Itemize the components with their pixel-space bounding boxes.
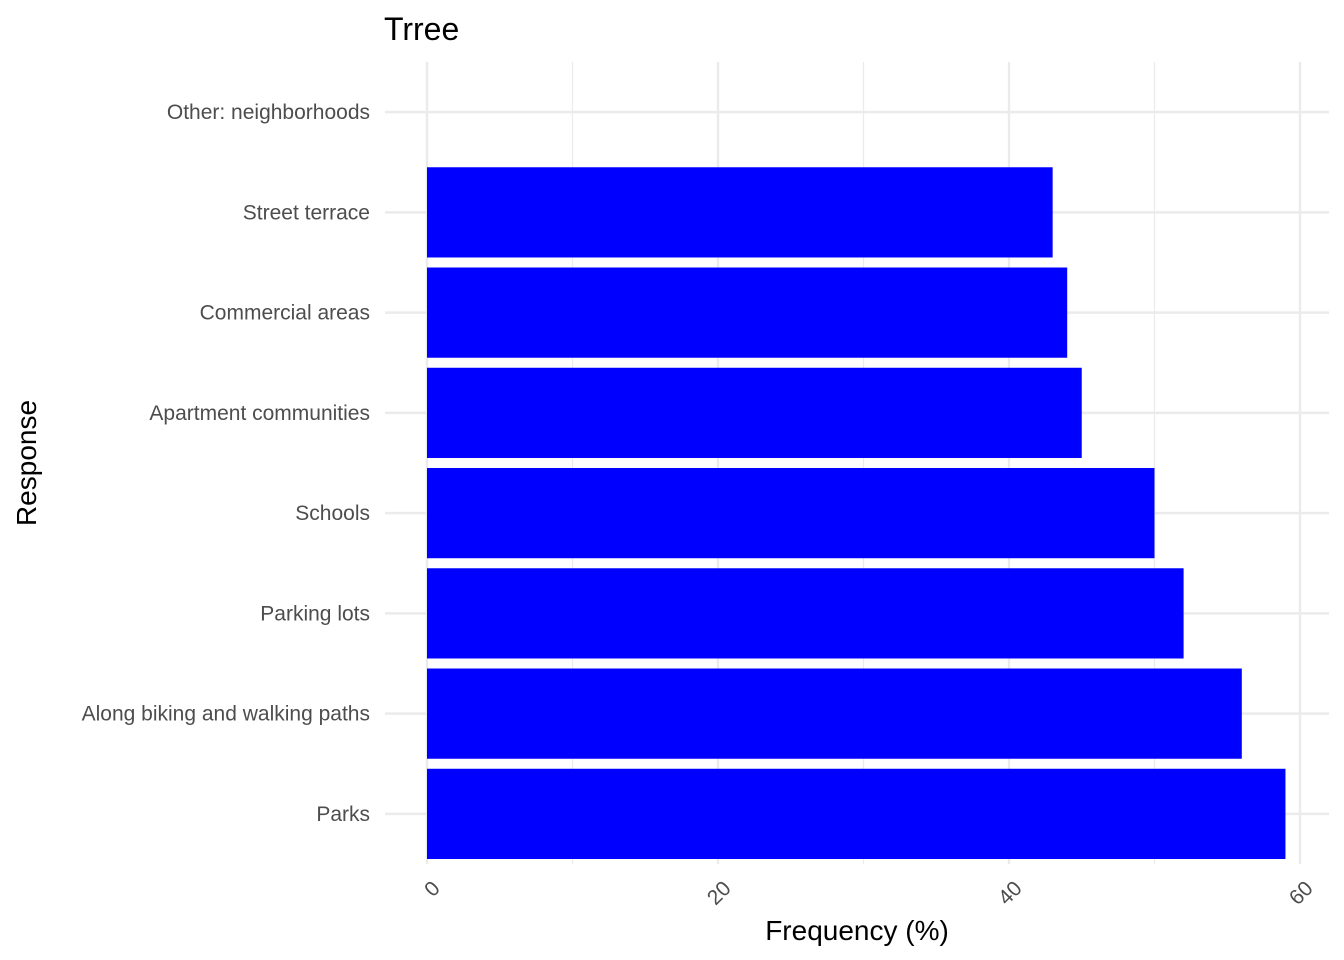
y-tick-label: Schools xyxy=(295,502,370,525)
x-tick-label: 0 xyxy=(420,877,445,902)
y-tick-label: Other: neighborhoods xyxy=(167,101,370,124)
x-tick-label: 60 xyxy=(1285,877,1318,910)
x-tick-label: 20 xyxy=(703,877,736,910)
bar-schools xyxy=(427,468,1155,559)
bar-commercial-areas xyxy=(427,267,1068,358)
x-tick-label: 40 xyxy=(994,877,1027,910)
y-tick-label: Commercial areas xyxy=(200,302,370,325)
bar-apartment-communities xyxy=(427,367,1082,458)
y-tick-label: Parking lots xyxy=(260,602,370,625)
y-axis-ticks: Parks Along biking and walking paths Parki… xyxy=(82,101,370,826)
bar-along-biking-and-walking-paths xyxy=(427,668,1242,759)
y-tick-label: Along biking and walking paths xyxy=(82,703,370,726)
bar-parks xyxy=(427,768,1286,859)
y-tick-label: Apartment communities xyxy=(149,402,370,425)
y-axis-title: Response xyxy=(11,400,42,526)
chart-title: Trree xyxy=(384,11,459,47)
bar-street-terrace xyxy=(427,167,1053,258)
y-tick-label: Parks xyxy=(316,803,370,826)
bar-parking-lots xyxy=(427,568,1184,659)
y-tick-label: Street terrace xyxy=(243,201,370,224)
x-axis-title: Frequency (%) xyxy=(765,915,949,946)
bar-layer xyxy=(427,167,1286,859)
x-axis-ticks: 0 20 40 60 xyxy=(420,877,1318,910)
